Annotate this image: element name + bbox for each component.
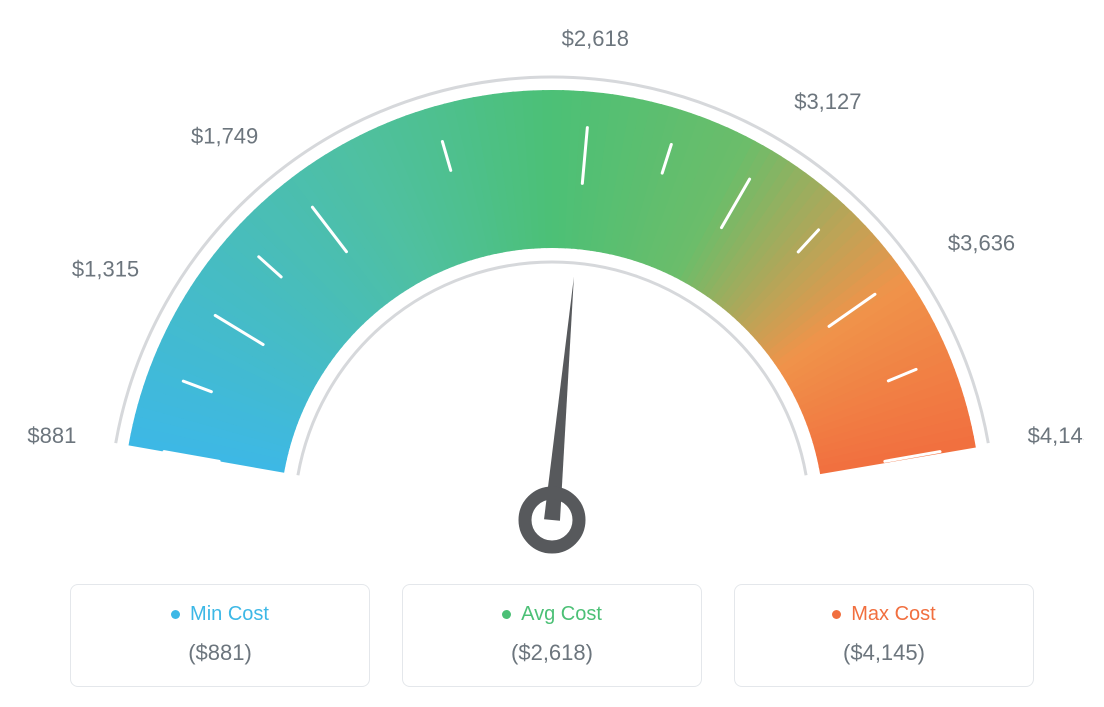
- legend-value-max: ($4,145): [755, 640, 1013, 666]
- legend-title-avg: Avg Cost: [502, 603, 602, 626]
- gauge-needle: [544, 277, 574, 521]
- dot-icon-min: [171, 610, 180, 619]
- legend-card-avg: Avg Cost ($2,618): [402, 584, 702, 687]
- gauge-tick-label: $1,315: [72, 256, 139, 281]
- legend-row: Min Cost ($881) Avg Cost ($2,618) Max Co…: [20, 584, 1084, 687]
- legend-card-min: Min Cost ($881): [70, 584, 370, 687]
- gauge-tick-label: $2,618: [562, 26, 629, 51]
- legend-value-avg: ($2,618): [423, 640, 681, 666]
- legend-value-min: ($881): [91, 640, 349, 666]
- legend-label-max: Max Cost: [851, 603, 935, 626]
- dot-icon-avg: [502, 610, 511, 619]
- legend-label-avg: Avg Cost: [521, 603, 602, 626]
- gauge-tick-label: $1,749: [191, 124, 258, 149]
- gauge-tick-label: $4,145: [1028, 423, 1084, 448]
- cost-gauge-chart: $881 $1,315 $1,749 $2,618 $3,127 $3,636 $4,145: [20, 20, 1084, 560]
- legend-title-max: Max Cost: [832, 603, 935, 626]
- legend-card-max: Max Cost ($4,145): [734, 584, 1034, 687]
- legend-label-min: Min Cost: [190, 603, 269, 626]
- gauge-tick-label: $881: [27, 423, 76, 448]
- gauge-tick-label: $3,127: [794, 89, 861, 114]
- legend-title-min: Min Cost: [171, 603, 269, 626]
- gauge-tick-label: $3,636: [948, 230, 1015, 255]
- gauge-svg: $881 $1,315 $1,749 $2,618 $3,127 $3,636 $4,145: [20, 20, 1084, 560]
- dot-icon-max: [832, 610, 841, 619]
